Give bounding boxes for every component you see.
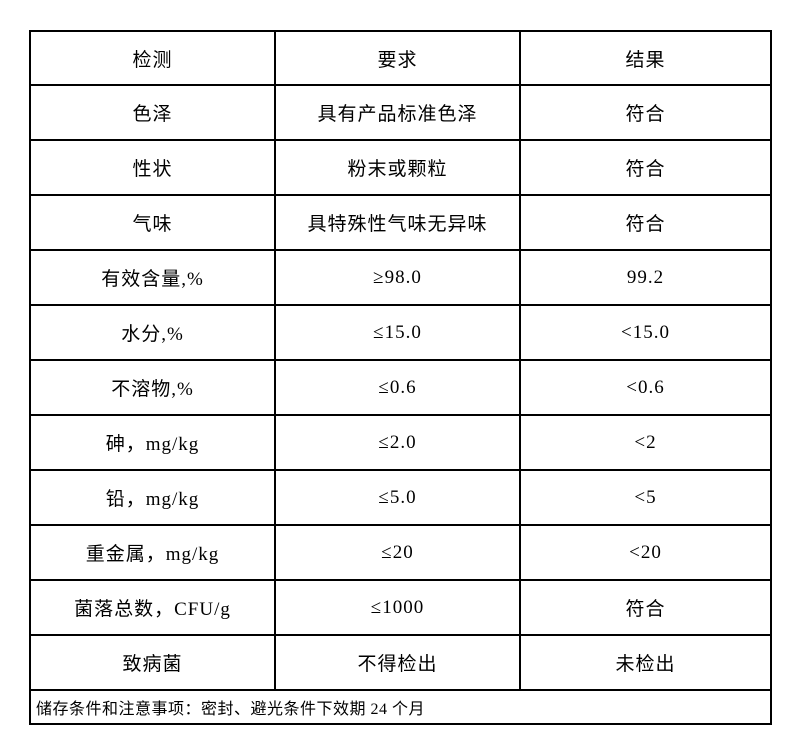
cell-result: <20 xyxy=(519,524,772,581)
table-row: 色泽 具有产品标准色泽 符合 xyxy=(29,84,772,141)
cell-test-item: 菌落总数，CFU/g xyxy=(29,579,276,636)
table-row: 菌落总数，CFU/g ≤1000 符合 xyxy=(29,579,772,636)
cell-test-item: 色泽 xyxy=(29,84,276,141)
table-row: 不溶物,% ≤0.6 <0.6 xyxy=(29,359,772,416)
cell-requirement: ≤2.0 xyxy=(274,414,521,471)
cell-test-item: 致病菌 xyxy=(29,634,276,691)
cell-requirement: ≤5.0 xyxy=(274,469,521,526)
cell-requirement: 粉末或颗粒 xyxy=(274,139,521,196)
cell-test-item: 水分,% xyxy=(29,304,276,361)
table-row: 水分,% ≤15.0 <15.0 xyxy=(29,304,772,361)
cell-test-item: 性状 xyxy=(29,139,276,196)
footer-row: 储存条件和注意事项：密封、避光条件下效期 24 个月 xyxy=(29,689,772,725)
cell-requirement: ≤15.0 xyxy=(274,304,521,361)
cell-test-item: 有效含量,% xyxy=(29,249,276,306)
header-cell-result: 结果 xyxy=(519,30,772,86)
table-row: 有效含量,% ≥98.0 99.2 xyxy=(29,249,772,306)
storage-note: 储存条件和注意事项：密封、避光条件下效期 24 个月 xyxy=(29,689,772,725)
cell-result: <0.6 xyxy=(519,359,772,416)
table-row: 致病菌 不得检出 未检出 xyxy=(29,634,772,691)
cell-requirement: ≤0.6 xyxy=(274,359,521,416)
table-row: 砷，mg/kg ≤2.0 <2 xyxy=(29,414,772,471)
cell-result: <5 xyxy=(519,469,772,526)
header-cell-requirement: 要求 xyxy=(274,30,521,86)
cell-test-item: 重金属，mg/kg xyxy=(29,524,276,581)
cell-result: 符合 xyxy=(519,194,772,251)
table-row: 铅，mg/kg ≤5.0 <5 xyxy=(29,469,772,526)
cell-test-item: 气味 xyxy=(29,194,276,251)
cell-requirement: ≥98.0 xyxy=(274,249,521,306)
cell-requirement: 具特殊性气味无异味 xyxy=(274,194,521,251)
cell-requirement: ≤1000 xyxy=(274,579,521,636)
header-cell-test: 检测 xyxy=(29,30,276,86)
inspection-table: 检测 要求 结果 色泽 具有产品标准色泽 符合 性状 粉末或颗粒 符合 气味 具… xyxy=(29,30,772,725)
cell-requirement: 具有产品标准色泽 xyxy=(274,84,521,141)
cell-requirement: 不得检出 xyxy=(274,634,521,691)
table-row: 重金属，mg/kg ≤20 <20 xyxy=(29,524,772,581)
cell-test-item: 不溶物,% xyxy=(29,359,276,416)
table-row: 性状 粉末或颗粒 符合 xyxy=(29,139,772,196)
table-row: 气味 具特殊性气味无异味 符合 xyxy=(29,194,772,251)
cell-result: 符合 xyxy=(519,84,772,141)
cell-result: 符合 xyxy=(519,579,772,636)
header-row: 检测 要求 结果 xyxy=(29,30,772,86)
cell-result: <15.0 xyxy=(519,304,772,361)
cell-result: 99.2 xyxy=(519,249,772,306)
cell-test-item: 铅，mg/kg xyxy=(29,469,276,526)
cell-result: 未检出 xyxy=(519,634,772,691)
cell-result: 符合 xyxy=(519,139,772,196)
cell-result: <2 xyxy=(519,414,772,471)
cell-requirement: ≤20 xyxy=(274,524,521,581)
cell-test-item: 砷，mg/kg xyxy=(29,414,276,471)
